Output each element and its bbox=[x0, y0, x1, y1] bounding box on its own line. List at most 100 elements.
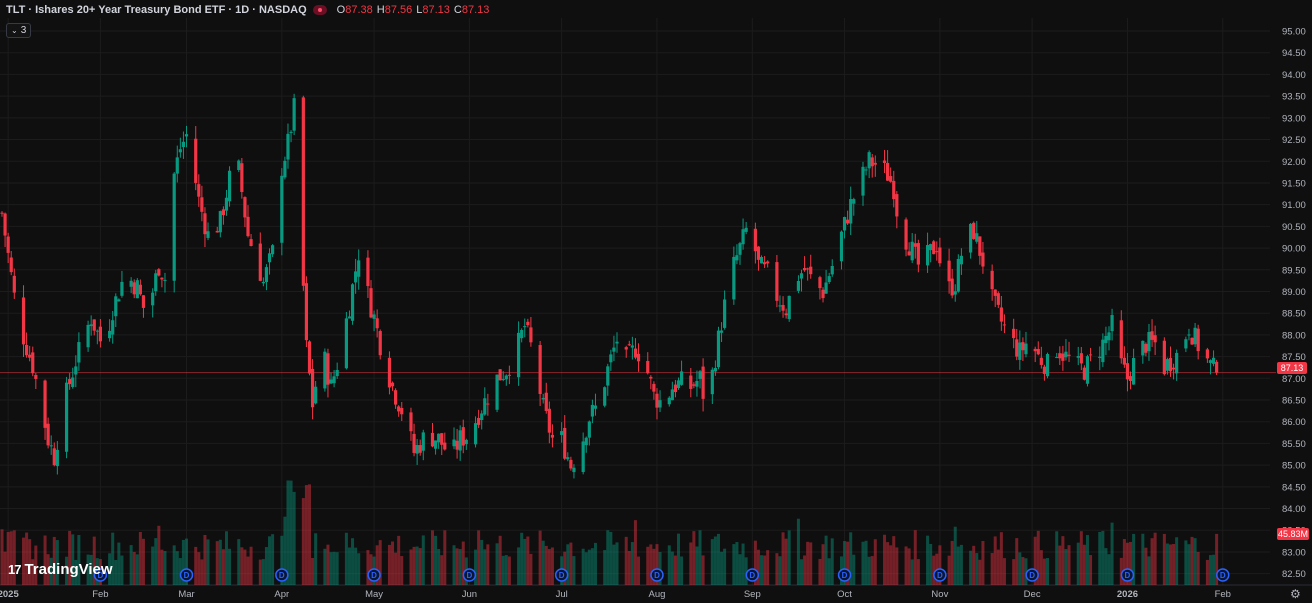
volume-bar bbox=[332, 551, 336, 585]
candle-body bbox=[89, 324, 93, 327]
candle-body bbox=[218, 211, 222, 233]
volume-bar bbox=[246, 556, 250, 585]
candle-body bbox=[1128, 376, 1133, 382]
volume-bar bbox=[677, 533, 680, 585]
eye-icon[interactable] bbox=[312, 5, 327, 15]
volume-bar bbox=[766, 550, 770, 585]
tradingview-logo[interactable]: 17 TradingView bbox=[8, 561, 113, 578]
volume-bar bbox=[1033, 536, 1037, 585]
candle-body bbox=[264, 267, 269, 283]
dividend-marker: D bbox=[1216, 568, 1230, 582]
volume-bar bbox=[566, 544, 570, 585]
price-axis[interactable]: 95.00 94.50 94.00 93.50 93.00 92.50 92.00 91.50… bbox=[1282, 27, 1306, 581]
candle-body bbox=[412, 433, 416, 453]
price-tick-label: 87.00 bbox=[1282, 374, 1306, 385]
volume-bar bbox=[249, 546, 253, 585]
candle-body bbox=[947, 260, 951, 282]
dividend-marker: D bbox=[1120, 568, 1135, 582]
candle-body bbox=[744, 227, 748, 232]
volume-bar bbox=[12, 530, 16, 585]
candle-body bbox=[286, 133, 290, 160]
candle-body bbox=[34, 374, 38, 379]
volume-bar bbox=[409, 549, 413, 585]
volume-bar bbox=[172, 545, 176, 585]
volume-bar bbox=[461, 541, 465, 585]
volume-bar bbox=[849, 532, 853, 585]
volume-bar bbox=[1208, 555, 1212, 585]
candle-body bbox=[310, 368, 315, 408]
volume-bar bbox=[501, 555, 505, 585]
dividend-marker-letter: D bbox=[559, 571, 565, 580]
volume-bar bbox=[431, 530, 434, 585]
volume-bar bbox=[268, 536, 272, 585]
volume-bar bbox=[46, 554, 50, 585]
volume-bar bbox=[437, 549, 441, 585]
candle-body bbox=[775, 262, 779, 301]
volume-bar bbox=[218, 539, 222, 585]
volume-bar bbox=[630, 542, 634, 585]
volume-bar bbox=[612, 544, 616, 585]
candle-body bbox=[1104, 335, 1108, 343]
volume-bar bbox=[843, 541, 847, 585]
volume-bar bbox=[959, 544, 963, 585]
volume-bar bbox=[932, 555, 936, 585]
candle-body bbox=[120, 281, 124, 296]
volume-bar bbox=[175, 551, 179, 585]
candle-body bbox=[1196, 328, 1200, 352]
time-tick-label: Mar bbox=[178, 589, 194, 600]
candle-body bbox=[517, 332, 521, 378]
volume-bar bbox=[3, 551, 7, 585]
candle-body bbox=[652, 383, 656, 392]
candle-body bbox=[692, 384, 696, 386]
dividend-marker: D bbox=[462, 568, 477, 582]
volume-bar bbox=[916, 559, 920, 585]
candle-body bbox=[504, 375, 508, 380]
price-tick-label: 86.50 bbox=[1282, 396, 1306, 407]
candle-body bbox=[861, 166, 865, 196]
indicators-toggle[interactable]: ⌄ 3 bbox=[6, 23, 32, 38]
volume-bar bbox=[1175, 537, 1179, 585]
time-tick-label: 2026 bbox=[1117, 589, 1138, 600]
volume-bar bbox=[520, 532, 524, 585]
settings-gear-icon[interactable]: ⚙ bbox=[1290, 587, 1301, 601]
candle-body bbox=[246, 216, 250, 237]
volume-bar bbox=[314, 533, 318, 585]
volume-bar bbox=[824, 535, 828, 585]
volume-bar bbox=[391, 541, 395, 585]
candle-body bbox=[1107, 332, 1111, 341]
candle-body bbox=[935, 251, 939, 253]
candle-body bbox=[1015, 339, 1019, 357]
volume-bar bbox=[335, 552, 339, 585]
time-tick-label: Feb bbox=[1215, 589, 1231, 600]
volume-bar bbox=[744, 557, 748, 585]
candle-body bbox=[1042, 366, 1047, 374]
candle-body bbox=[852, 199, 856, 204]
time-axis[interactable]: 2025 Feb Mar Apr May Jun Jul Aug Sep Oct Nov Dec 202… bbox=[0, 589, 1231, 600]
candle-body bbox=[529, 327, 533, 343]
candle-body bbox=[563, 427, 567, 459]
candle-body bbox=[895, 194, 899, 217]
candle-body bbox=[1190, 337, 1194, 345]
volume-bar bbox=[135, 554, 139, 585]
candle-body bbox=[821, 289, 825, 299]
candle-body bbox=[307, 341, 312, 374]
dividend-marker-circle bbox=[837, 568, 852, 582]
candle-body bbox=[455, 440, 459, 450]
candle-body bbox=[738, 243, 742, 255]
volume-bar bbox=[1021, 557, 1025, 585]
volume-bar bbox=[996, 549, 1000, 585]
volume-bar bbox=[1064, 549, 1068, 585]
volume-bar bbox=[375, 545, 379, 585]
candle-body bbox=[627, 344, 631, 346]
candle-body bbox=[799, 273, 804, 279]
candle-body bbox=[719, 330, 724, 333]
volume-bar bbox=[34, 545, 38, 585]
volume-bar bbox=[224, 531, 228, 585]
candle-body bbox=[160, 277, 164, 280]
volume-bar bbox=[803, 555, 807, 585]
candle-body bbox=[1061, 353, 1065, 361]
volume-bar bbox=[1055, 531, 1059, 585]
candle-body bbox=[584, 437, 588, 446]
symbol-title[interactable]: TLT · Ishares 20+ Year Treasury Bond ETF… bbox=[6, 4, 307, 16]
